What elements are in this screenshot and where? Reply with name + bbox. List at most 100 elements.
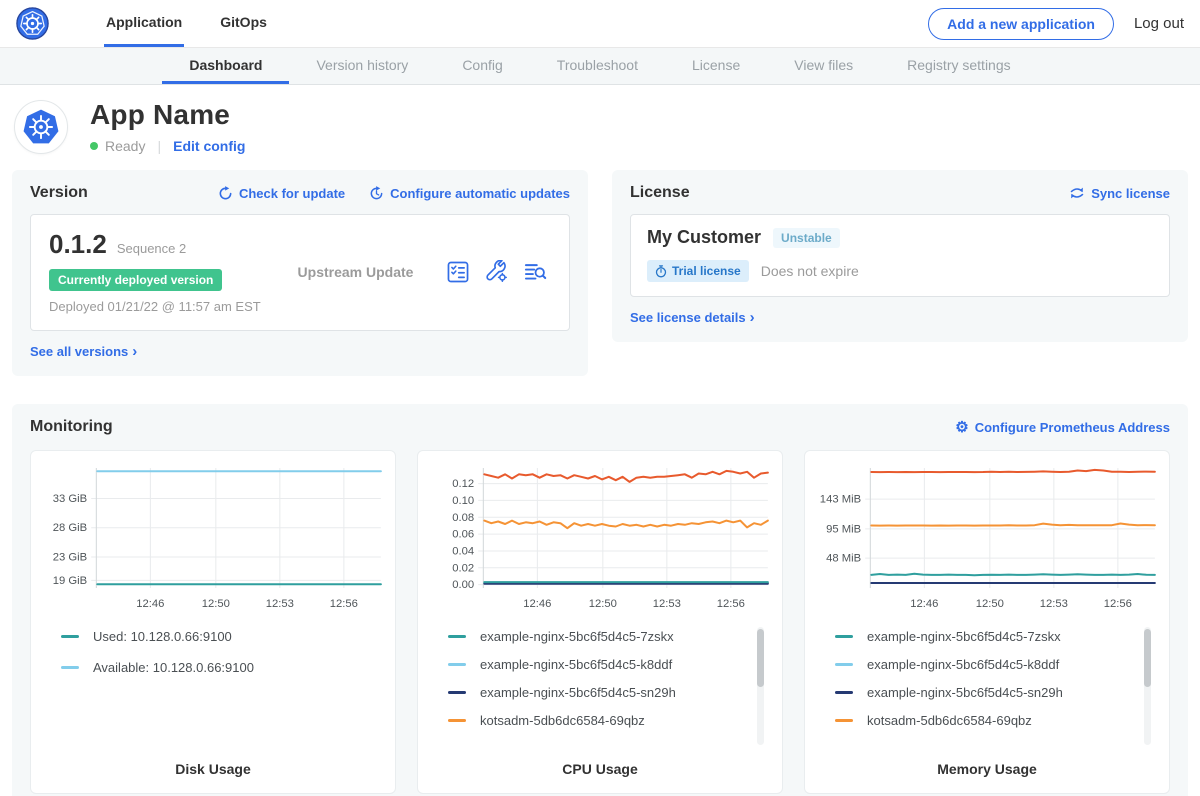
tab-license[interactable]: License <box>665 48 767 84</box>
license-expiry: Does not expire <box>761 263 859 279</box>
chart-title: Disk Usage <box>39 751 387 777</box>
version-number: 0.1.2 <box>49 229 107 260</box>
tab-version-history[interactable]: Version history <box>289 48 435 84</box>
legend-item: example-nginx-5bc6f5d4c5-k8ddf <box>835 657 1157 672</box>
memory-usage-legend: example-nginx-5bc6f5d4c5-7zskx example-ng… <box>835 625 1157 751</box>
app-subnav: Dashboard Version history Config Trouble… <box>0 48 1200 85</box>
legend-label: example-nginx-5bc6f5d4c5-k8ddf <box>480 657 672 672</box>
svg-text:48 MiB: 48 MiB <box>826 553 861 565</box>
monitoring-section: Monitoring ⚙ Configure Prometheus Addres… <box>12 404 1188 796</box>
legend-label: example-nginx-5bc6f5d4c5-7zskx <box>867 629 1061 644</box>
svg-text:0.02: 0.02 <box>452 562 474 574</box>
kubernetes-logo-icon[interactable] <box>16 7 49 40</box>
check-for-update-label: Check for update <box>239 186 345 201</box>
svg-text:12:46: 12:46 <box>523 598 551 610</box>
legend-scrollbar-thumb[interactable] <box>757 629 764 687</box>
legend-item: Used: 10.128.0.66:9100 <box>61 629 383 644</box>
log-search-icon[interactable] <box>524 260 547 283</box>
disk-usage-legend: Used: 10.128.0.66:9100 Available: 10.128.… <box>61 625 383 751</box>
legend-item: example-nginx-5bc6f5d4c5-k8ddf <box>448 657 770 672</box>
svg-text:12:56: 12:56 <box>717 598 745 610</box>
svg-text:0.00: 0.00 <box>452 579 474 591</box>
monitoring-title: Monitoring <box>30 418 113 436</box>
cpu-usage-legend: example-nginx-5bc6f5d4c5-7zskxexample-ng… <box>448 625 770 751</box>
check-for-update-link[interactable]: Check for update <box>218 186 345 201</box>
legend-color-dash <box>835 635 853 638</box>
see-all-versions-link[interactable]: See all versions› <box>30 344 137 359</box>
version-card: Version Check for update <box>12 170 588 376</box>
see-license-details-link[interactable]: See license details› <box>630 310 755 325</box>
legend-item: example-nginx-5bc6f5d4c5-sn29h <box>835 685 1157 700</box>
page-title: App Name <box>90 99 245 131</box>
legend-color-dash <box>61 635 79 638</box>
svg-text:0.08: 0.08 <box>452 512 474 524</box>
checklist-icon[interactable] <box>447 261 469 283</box>
clock-arrow-icon <box>369 186 384 201</box>
legend-label: example-nginx-5bc6f5d4c5-sn29h <box>867 685 1063 700</box>
legend-scrollbar-thumb[interactable] <box>1144 629 1151 687</box>
tab-view-files[interactable]: View files <box>767 48 880 84</box>
edit-config-link[interactable]: Edit config <box>173 138 245 154</box>
legend-color-dash <box>448 663 466 666</box>
svg-text:12:53: 12:53 <box>653 598 681 610</box>
legend-color-dash <box>61 666 79 669</box>
wrench-gear-icon[interactable] <box>485 260 508 283</box>
tab-dashboard[interactable]: Dashboard <box>162 48 289 84</box>
svg-text:143 MiB: 143 MiB <box>820 494 861 506</box>
legend-label: kotsadm-5db6dc6584-69qbz <box>867 713 1032 728</box>
configure-auto-updates-label: Configure automatic updates <box>390 186 570 201</box>
svg-text:28 GiB: 28 GiB <box>53 522 87 534</box>
legend-item: example-nginx-5bc6f5d4c5-sn29h <box>448 685 770 700</box>
legend-item: example-nginx-5bc6f5d4c5-7zskx <box>835 629 1157 644</box>
svg-text:12:50: 12:50 <box>202 598 230 610</box>
version-source-label: Upstream Update <box>264 264 447 280</box>
svg-text:0.04: 0.04 <box>452 546 474 558</box>
legend-color-dash <box>835 663 853 666</box>
legend-color-dash <box>448 691 466 694</box>
tab-troubleshoot[interactable]: Troubleshoot <box>530 48 665 84</box>
configure-prometheus-link[interactable]: ⚙ Configure Prometheus Address <box>955 420 1170 435</box>
svg-text:12:53: 12:53 <box>1040 598 1068 610</box>
tab-config[interactable]: Config <box>435 48 529 84</box>
svg-text:0.12: 0.12 <box>452 478 474 490</box>
configure-auto-updates-link[interactable]: Configure automatic updates <box>369 186 570 201</box>
top-navbar: Application GitOps Add a new application… <box>0 0 1200 48</box>
svg-text:23 GiB: 23 GiB <box>53 552 87 564</box>
version-card-title: Version <box>30 184 88 202</box>
see-all-versions-label: See all versions <box>30 344 128 359</box>
license-card: License Sync license My Cust <box>612 170 1188 342</box>
svg-text:12:50: 12:50 <box>976 598 1004 610</box>
add-application-button[interactable]: Add a new application <box>928 8 1114 40</box>
license-card-title: License <box>630 184 690 202</box>
svg-text:12:50: 12:50 <box>589 598 617 610</box>
version-sequence: Sequence 2 <box>117 241 186 256</box>
deployed-badge: Currently deployed version <box>49 269 222 291</box>
legend-color-dash <box>835 691 853 694</box>
sync-license-link[interactable]: Sync license <box>1069 186 1170 201</box>
disk-usage-chart: 12:4612:5012:5312:5633 GiB28 GiB23 GiB19… <box>39 463 387 615</box>
legend-item: kotsadm-5db6dc6584-69qbz <box>448 713 770 728</box>
tab-application[interactable]: Application <box>104 0 184 47</box>
tab-registry-settings[interactable]: Registry settings <box>880 48 1037 84</box>
legend-label: kotsadm-5db6dc6584-69qbz <box>480 713 645 728</box>
svg-text:12:56: 12:56 <box>330 598 358 610</box>
legend-item: Available: 10.128.0.66:9100 <box>61 660 383 675</box>
tab-gitops[interactable]: GitOps <box>218 0 269 47</box>
channel-badge: Unstable <box>773 228 840 248</box>
svg-text:19 GiB: 19 GiB <box>53 575 87 587</box>
gear-icon: ⚙ <box>955 420 968 435</box>
configure-prometheus-label: Configure Prometheus Address <box>975 420 1170 435</box>
legend-label: Available: 10.128.0.66:9100 <box>93 660 254 675</box>
logout-link[interactable]: Log out <box>1134 15 1184 32</box>
legend-color-dash <box>835 719 853 722</box>
chart-title: CPU Usage <box>426 751 774 777</box>
legend-label: example-nginx-5bc6f5d4c5-sn29h <box>480 685 676 700</box>
sync-license-label: Sync license <box>1091 186 1170 201</box>
legend-item: kotsadm-5db6dc6584-69qbz <box>835 713 1157 728</box>
app-icon <box>14 100 68 154</box>
status-dot-icon <box>90 142 98 150</box>
legend-label: example-nginx-5bc6f5d4c5-k8ddf <box>867 657 1059 672</box>
stopwatch-icon <box>655 265 667 278</box>
svg-text:12:46: 12:46 <box>910 598 938 610</box>
legend-color-dash <box>448 719 466 722</box>
